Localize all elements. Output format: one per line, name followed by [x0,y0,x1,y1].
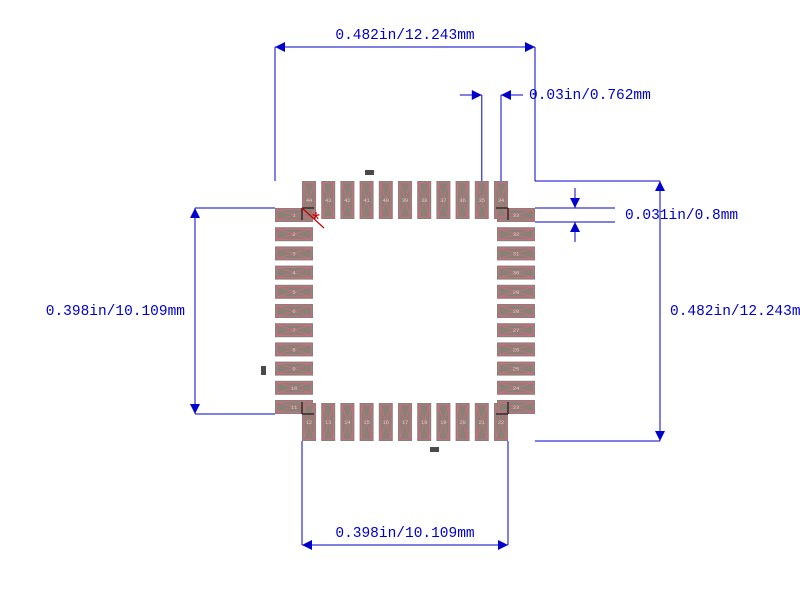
svg-text:24: 24 [513,385,520,392]
svg-text:36: 36 [459,197,466,204]
svg-text:30: 30 [513,270,520,277]
svg-text:40: 40 [382,197,389,204]
svg-text:43: 43 [325,197,332,204]
svg-text:0.398in/10.109mm: 0.398in/10.109mm [335,526,474,542]
svg-text:38: 38 [421,197,428,204]
svg-text:20: 20 [459,419,466,426]
svg-text:12: 12 [306,419,313,426]
svg-text:21: 21 [478,419,485,426]
svg-text:2: 2 [292,231,295,238]
svg-text:42: 42 [344,197,351,204]
svg-text:32: 32 [513,231,520,238]
svg-text:22: 22 [498,419,505,426]
svg-text:6: 6 [292,308,295,315]
svg-text:3: 3 [292,250,295,257]
svg-text:14: 14 [344,419,351,426]
svg-text:0.482in/12.243mm: 0.482in/12.243mm [335,28,474,44]
svg-text:39: 39 [402,197,409,204]
svg-text:0.398in/10.109mm: 0.398in/10.109mm [46,304,185,320]
svg-text:0.031in/0.8mm: 0.031in/0.8mm [625,208,738,224]
svg-text:15: 15 [363,419,370,426]
svg-text:11: 11 [291,404,298,411]
svg-text:0.482in/12.243mm: 0.482in/12.243mm [670,304,800,320]
svg-text:31: 31 [513,250,520,257]
svg-text:7: 7 [292,327,295,334]
svg-text:10: 10 [291,385,298,392]
svg-text:23: 23 [513,404,520,411]
svg-text:18: 18 [421,419,428,426]
svg-text:26: 26 [513,346,520,353]
svg-text:9: 9 [292,366,295,373]
svg-text:5: 5 [292,289,295,296]
svg-text:44: 44 [306,197,313,204]
footprint-diagram: 1234567891011121314151617181920212223242… [0,0,800,598]
svg-text:33: 33 [513,212,520,219]
svg-text:16: 16 [382,419,389,426]
svg-text:37: 37 [440,197,447,204]
svg-text:19: 19 [440,419,447,426]
qfp-package-outline: 1234567891011121314151617181920212223242… [261,170,535,452]
svg-text:34: 34 [498,197,505,204]
svg-text:28: 28 [513,308,520,315]
svg-text:17: 17 [402,419,409,426]
svg-text:35: 35 [478,197,485,204]
dimension-annotations: 0.482in/12.243mm 0.482in/12.243mm 0.398in/… [46,28,800,550]
svg-text:0.03in/0.762mm: 0.03in/0.762mm [529,88,651,104]
svg-text:27: 27 [513,327,520,334]
svg-text:13: 13 [325,419,332,426]
svg-text:29: 29 [513,289,520,296]
svg-text:25: 25 [513,366,520,373]
svg-text:*: * [310,211,322,234]
svg-text:8: 8 [292,346,295,353]
svg-text:41: 41 [363,197,370,204]
